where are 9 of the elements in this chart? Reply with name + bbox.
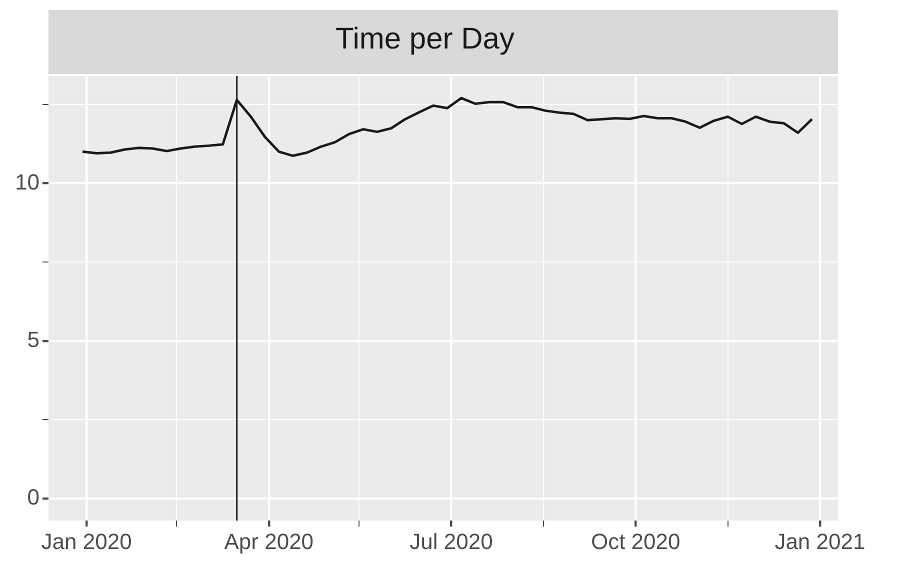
x-tick-label: Jan 2020 [41, 528, 132, 554]
x-tick-label: Apr 2020 [224, 528, 314, 554]
x-tick-label: Jul 2020 [410, 528, 493, 554]
y-tick-label: 5 [27, 326, 40, 352]
x-tick-label: Jan 2021 [774, 528, 866, 554]
x-tick-label: Oct 2020 [590, 528, 680, 554]
chart-title: Time per Day [336, 22, 514, 56]
y-tick-label: 0 [27, 484, 40, 510]
y-tick-label: 10 [14, 169, 40, 194]
